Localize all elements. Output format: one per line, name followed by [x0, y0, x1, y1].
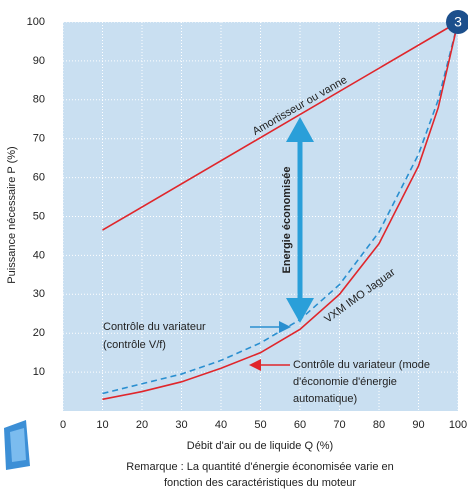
annotation: Contrôle du variateur (mode — [293, 359, 430, 371]
y-tick-label: 90 — [33, 55, 45, 67]
annotation: Energie économisée — [281, 167, 293, 274]
y-tick-label: 50 — [33, 210, 45, 222]
x-tick-label: 80 — [373, 419, 385, 431]
y-axis-label: Puissance nécessaire P (%) — [6, 146, 18, 283]
y-tick-label: 40 — [33, 249, 45, 261]
series-line — [102, 21, 459, 401]
y-tick-label: 60 — [33, 172, 45, 184]
x-tick-label: 60 — [294, 419, 306, 431]
x-axis-label: Débit d'air ou de liquide Q (%) — [187, 440, 333, 452]
y-tick-label: 10 — [33, 366, 45, 378]
saved-arrow — [286, 117, 314, 323]
annotation: Contrôle du variateur — [103, 321, 206, 333]
badge — [446, 10, 468, 34]
x-tick-label: 30 — [175, 419, 187, 431]
note: fonction des caractéristiques du moteur — [164, 477, 356, 489]
note: Remarque : La quantité d'énergie économi… — [126, 461, 394, 473]
x-tick-label: 70 — [333, 419, 345, 431]
x-tick-label: 20 — [136, 419, 148, 431]
y-tick-label: 30 — [33, 288, 45, 300]
y-tick-label: 80 — [33, 94, 45, 106]
x-tick-label: 40 — [215, 419, 227, 431]
badge-text: 3 — [454, 14, 462, 30]
x-tick-label: 0 — [60, 419, 66, 431]
x-tick-label: 10 — [96, 419, 108, 431]
y-tick-label: 100 — [27, 16, 45, 28]
x-tick-label: 50 — [254, 419, 266, 431]
series-line — [102, 21, 459, 231]
x-tick-label: 100 — [449, 419, 467, 431]
device-icon — [4, 420, 30, 470]
annotation: d'économie d'énergie — [293, 376, 397, 388]
annotation: automatique) — [293, 393, 357, 405]
y-tick-label: 20 — [33, 327, 45, 339]
annotation: (contrôle V/f) — [103, 339, 166, 351]
y-tick-label: 70 — [33, 133, 45, 145]
x-tick-label: 90 — [412, 419, 424, 431]
